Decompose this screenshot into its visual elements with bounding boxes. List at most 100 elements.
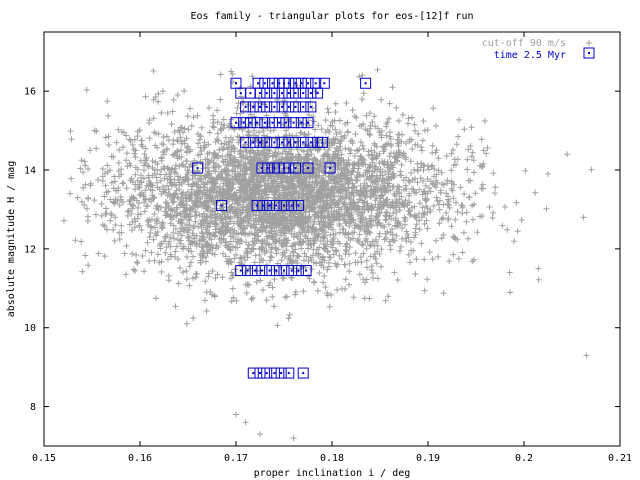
background-point xyxy=(246,159,253,166)
background-point xyxy=(502,203,509,210)
background-point xyxy=(461,190,468,197)
background-point xyxy=(248,230,255,237)
background-point xyxy=(242,419,249,426)
background-point xyxy=(535,265,542,272)
background-point xyxy=(190,114,197,121)
background-point xyxy=(329,238,336,245)
background-point xyxy=(389,236,396,243)
background-point xyxy=(214,136,221,143)
background-point xyxy=(360,185,367,192)
background-point xyxy=(127,137,134,144)
background-point xyxy=(204,203,211,210)
background-point xyxy=(431,165,438,172)
background-point xyxy=(184,167,191,174)
background-point xyxy=(366,110,373,117)
background-point xyxy=(186,164,193,171)
background-point xyxy=(208,291,215,298)
background-point xyxy=(133,258,140,265)
background-point xyxy=(332,126,339,133)
background-point xyxy=(200,248,207,255)
background-point xyxy=(225,221,232,228)
background-point xyxy=(351,162,358,169)
x-tick-label: 0.17 xyxy=(224,453,248,464)
background-point xyxy=(105,142,112,149)
background-point xyxy=(464,166,471,173)
background-point xyxy=(183,198,190,205)
background-point xyxy=(143,203,150,210)
background-point xyxy=(147,229,154,236)
background-point xyxy=(233,110,240,117)
background-point xyxy=(313,182,320,189)
background-point xyxy=(181,88,188,95)
background-point xyxy=(195,195,202,202)
background-point xyxy=(80,184,87,191)
background-point xyxy=(234,105,241,112)
background-point xyxy=(231,148,238,155)
background-point xyxy=(465,146,472,153)
background-point xyxy=(400,177,407,184)
background-point xyxy=(272,178,279,185)
background-point xyxy=(449,187,456,194)
background-point xyxy=(398,161,405,168)
background-point xyxy=(212,150,219,157)
background-point xyxy=(324,159,331,166)
background-point xyxy=(154,203,161,210)
background-point xyxy=(392,217,399,224)
background-point xyxy=(420,117,427,124)
background-point xyxy=(338,256,345,262)
background-point xyxy=(263,233,270,240)
background-point xyxy=(298,245,305,252)
background-point xyxy=(292,183,299,190)
background-point xyxy=(232,175,239,182)
background-point xyxy=(136,192,143,199)
background-point xyxy=(424,276,431,283)
background-point xyxy=(129,218,136,225)
background-point xyxy=(78,157,85,164)
background-point xyxy=(367,204,374,211)
background-point xyxy=(359,142,366,149)
background-point xyxy=(132,154,139,161)
background-point xyxy=(162,189,169,196)
background-point xyxy=(261,154,268,161)
background-point xyxy=(422,195,429,202)
background-point xyxy=(347,236,354,243)
background-point xyxy=(256,251,263,258)
background-point xyxy=(198,224,205,231)
background-point xyxy=(357,254,364,261)
background-point xyxy=(359,197,366,204)
simulated-point xyxy=(251,117,263,129)
background-point xyxy=(429,256,436,263)
background-point xyxy=(327,254,334,261)
background-point xyxy=(111,178,118,185)
background-point xyxy=(146,257,153,264)
background-point xyxy=(68,136,75,143)
background-point xyxy=(134,204,141,211)
background-point xyxy=(312,212,319,219)
background-point xyxy=(315,253,322,260)
background-point xyxy=(430,202,437,209)
background-point xyxy=(196,211,203,218)
background-point xyxy=(188,183,195,190)
background-point xyxy=(396,196,403,203)
background-point xyxy=(416,217,423,224)
background-point xyxy=(414,179,421,186)
background-point xyxy=(281,133,288,140)
background-point xyxy=(335,188,342,195)
simulated-point xyxy=(262,162,274,174)
background-point xyxy=(372,255,379,262)
background-point xyxy=(395,117,402,124)
background-point xyxy=(320,279,327,286)
background-point xyxy=(163,212,170,219)
background-point xyxy=(178,140,185,147)
background-point xyxy=(247,147,254,154)
background-point xyxy=(281,253,288,260)
background-point xyxy=(180,227,187,234)
background-point xyxy=(405,208,412,215)
background-point xyxy=(239,182,246,189)
background-point xyxy=(395,147,402,154)
background-point xyxy=(104,162,111,169)
background-point xyxy=(336,252,343,259)
background-point xyxy=(177,147,184,154)
background-point xyxy=(284,157,291,164)
background-point xyxy=(252,212,259,219)
